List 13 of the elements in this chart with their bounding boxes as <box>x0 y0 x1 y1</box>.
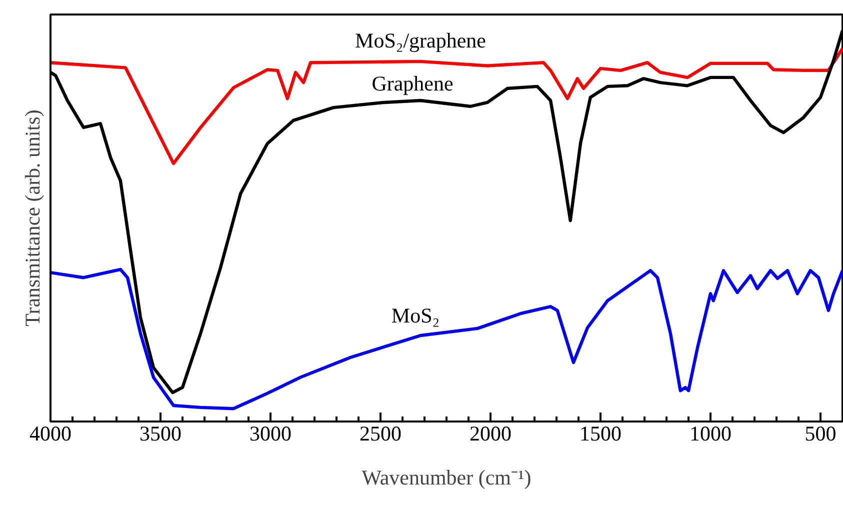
x-tick-label: 1000 <box>690 422 732 446</box>
x-axis-title: Wavenumber (cm⁻¹) <box>362 466 532 490</box>
x-tick-label: 500 <box>804 422 836 446</box>
series-label: MoS₂ <box>391 304 440 328</box>
x-tick-label: 2500 <box>360 422 402 446</box>
x-tick-label: 2000 <box>470 422 512 446</box>
series-label: Graphene <box>372 72 454 96</box>
x-tick-label: 3000 <box>250 422 292 446</box>
x-tick-label: 4000 <box>30 422 72 446</box>
x-tick-label: 3500 <box>140 422 182 446</box>
y-axis-title: Transmittance (arb. units) <box>20 110 44 326</box>
x-tick-label: 1500 <box>580 422 622 446</box>
series-label: MoS₂/graphene <box>355 28 486 52</box>
